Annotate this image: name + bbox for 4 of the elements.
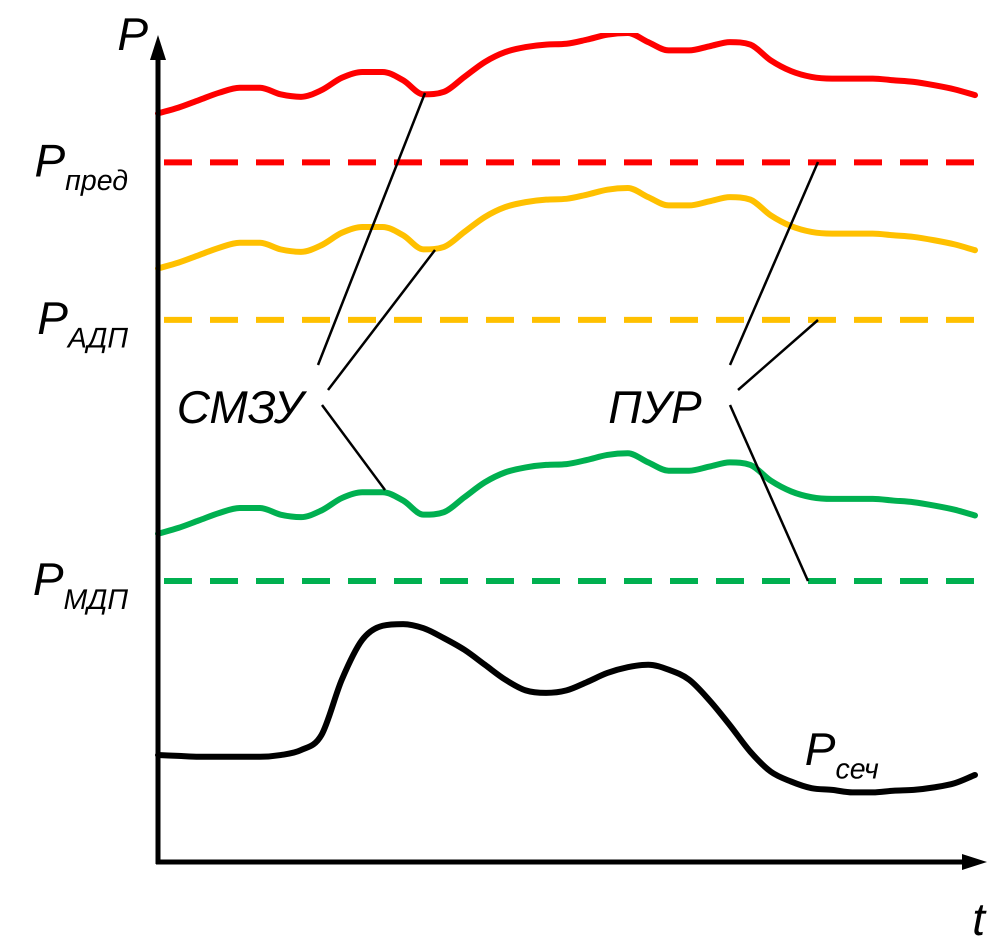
- annotation: СМЗУ: [176, 380, 308, 433]
- annotation: ПУР: [608, 380, 702, 433]
- x-axis-title: t: [972, 893, 988, 945]
- y-axis-title: P: [117, 8, 148, 60]
